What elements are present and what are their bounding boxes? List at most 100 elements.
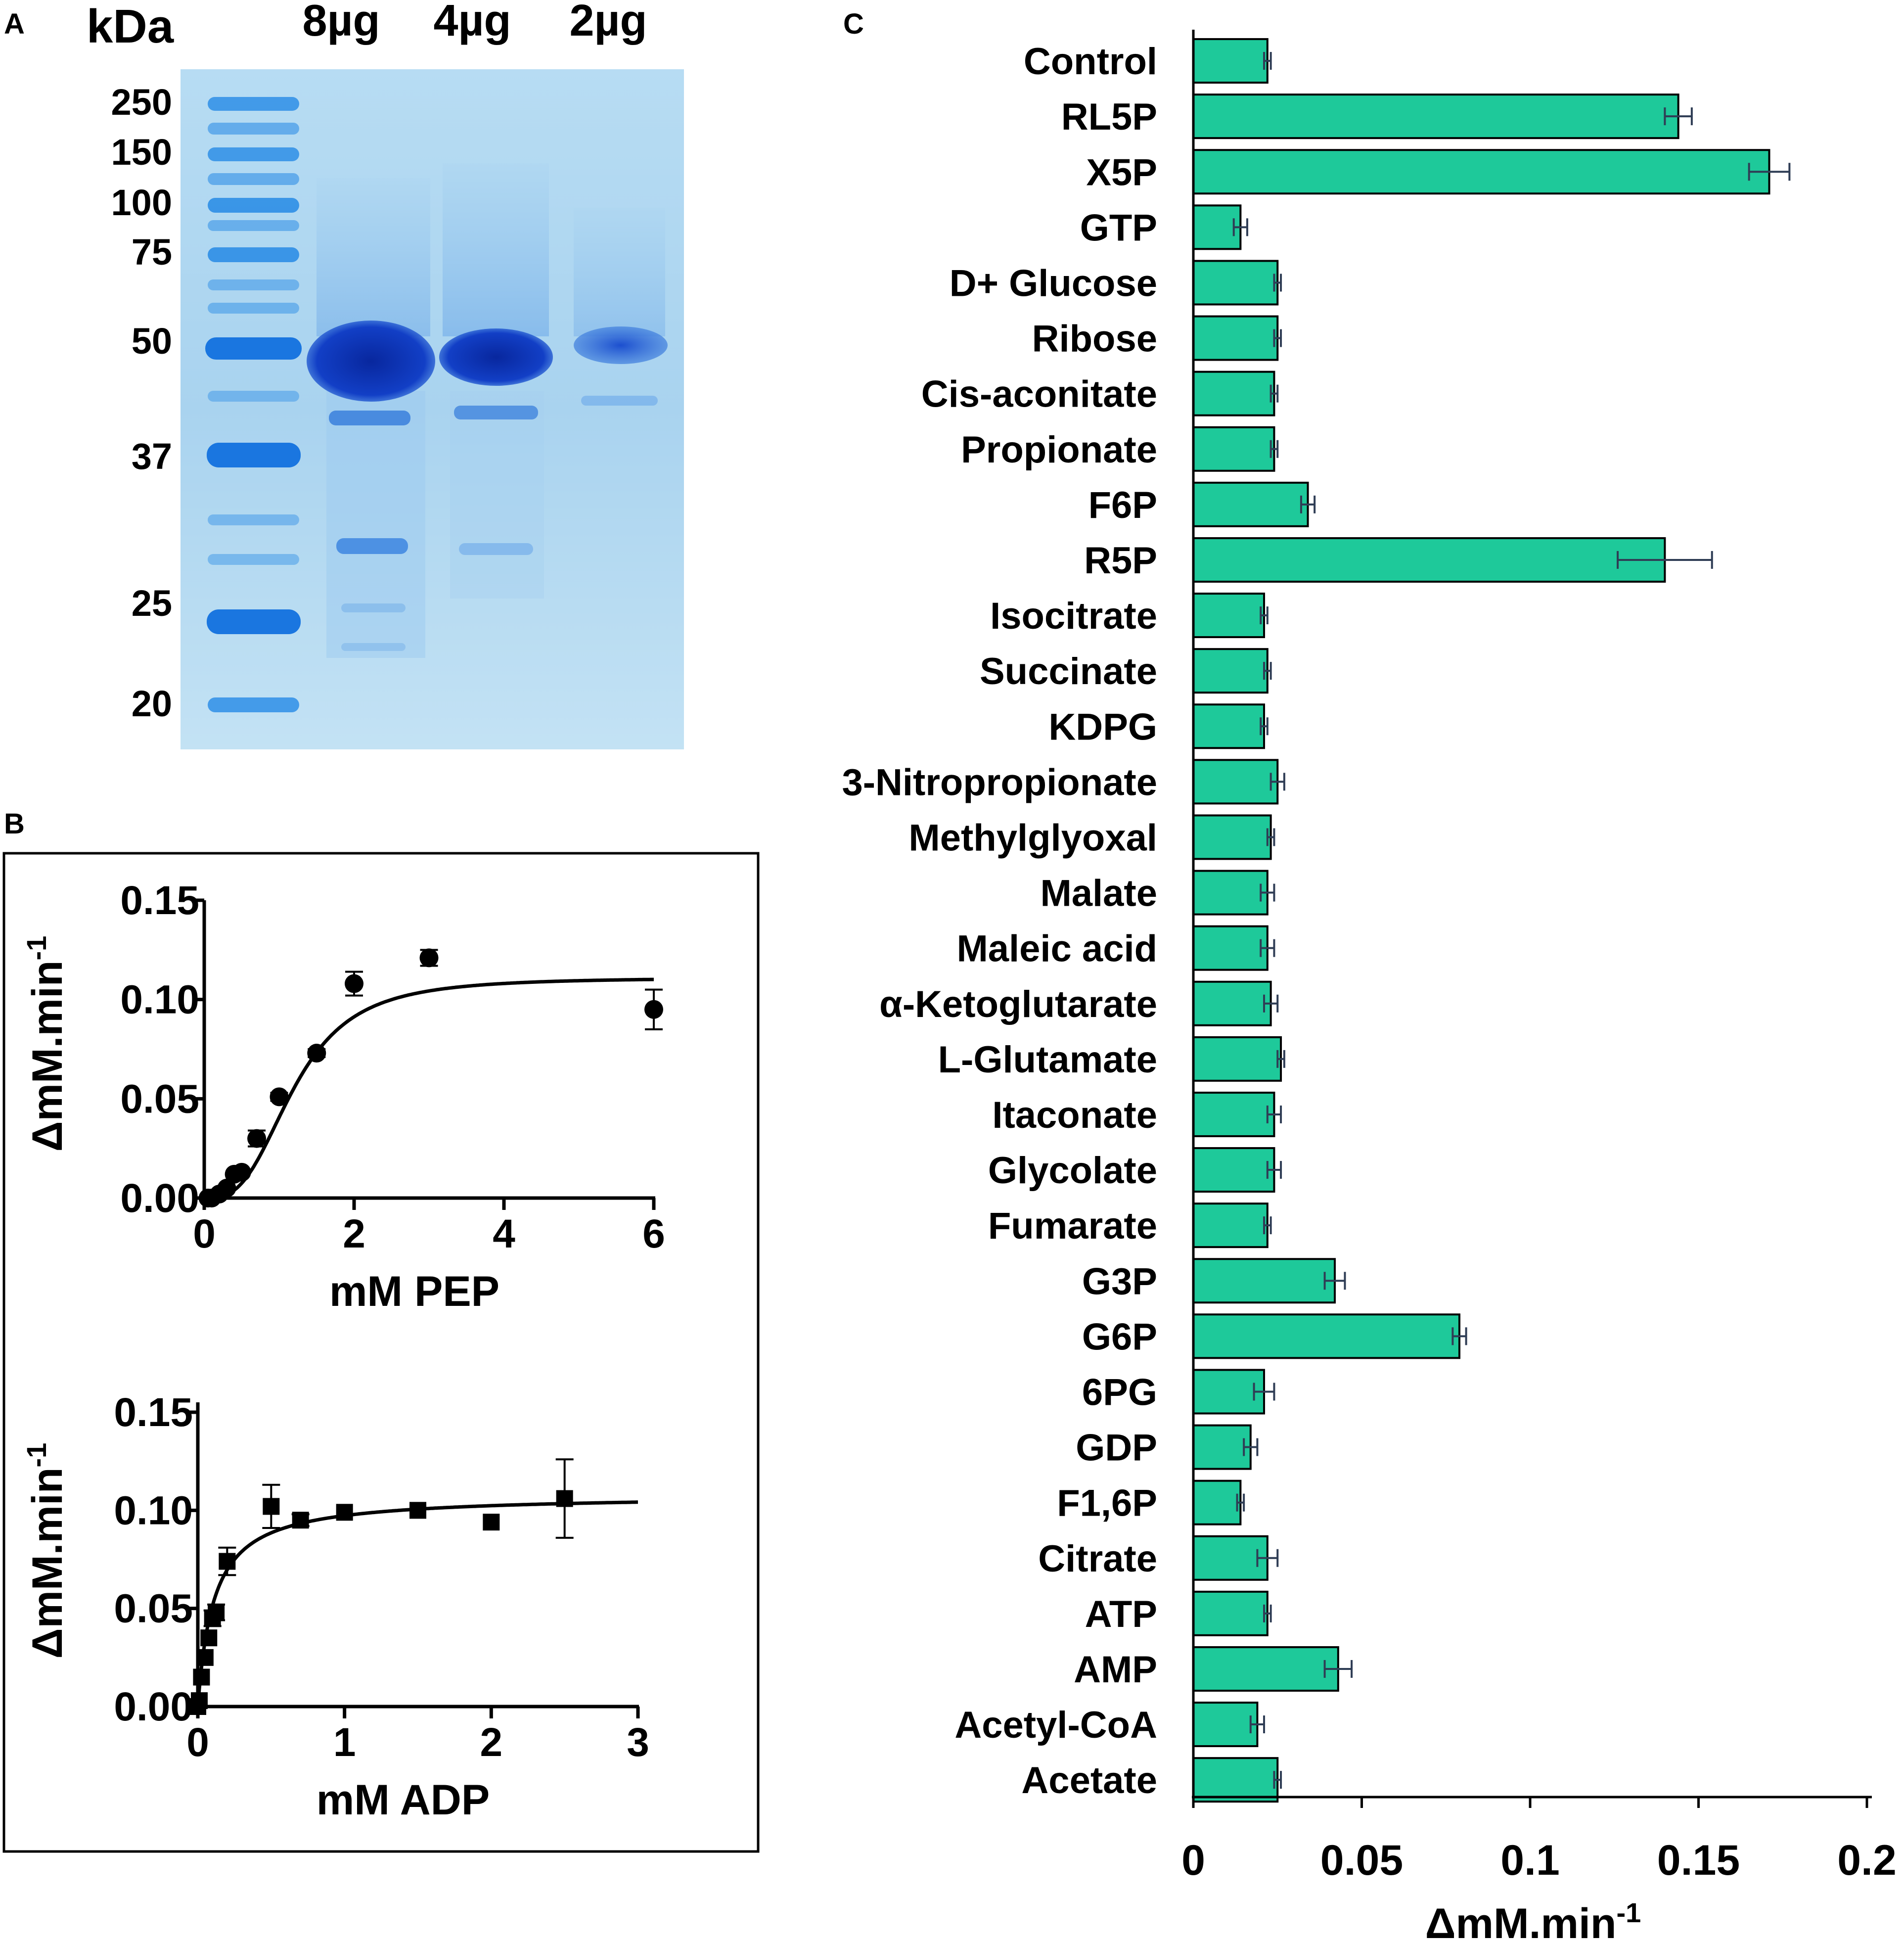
pep-y-tick-label: 0.10 <box>120 977 199 1022</box>
substrate-label: α-Ketoglutarate <box>879 983 1157 1025</box>
ladder-band <box>208 173 299 185</box>
panel-label-b: B <box>4 808 25 840</box>
gel-unit-label: kDa <box>87 0 174 53</box>
c-x-tick-label: 0.1 <box>1500 1837 1560 1884</box>
adp-data-point <box>190 1692 208 1710</box>
lane-4ug <box>439 163 553 599</box>
pep-y-axis-label-text: ΔmM.min <box>24 961 71 1152</box>
pep-data-point <box>644 1000 663 1019</box>
protein-band <box>459 543 533 555</box>
target-protein-band <box>307 321 435 402</box>
ladder-band <box>208 391 299 402</box>
pep-y-tick-label: 0.15 <box>120 878 199 923</box>
substrate-labels: Control RL5P X5P GTP D+ Glucose Ribose Cis-aco… <box>842 41 1157 1802</box>
marker-label-250: 250 <box>111 82 172 123</box>
lane-smear <box>443 163 549 336</box>
activity-bar <box>1192 870 1269 916</box>
substrate-label: Control <box>1024 41 1157 83</box>
c-x-tick-label: 0.2 <box>1837 1837 1897 1884</box>
adp-y-axis-label-text: ΔmM.min <box>24 1468 71 1659</box>
pep-data-point <box>217 1178 236 1198</box>
substrate-label: D+ Glucose <box>950 262 1157 304</box>
marker-label-25: 25 <box>132 583 172 624</box>
substrate-label: Glycolate <box>988 1150 1157 1192</box>
adp-x-tick-label: 3 <box>627 1720 649 1765</box>
ladder-band <box>208 147 299 161</box>
c-x-axis-label-sup: -1 <box>1616 1897 1641 1928</box>
activity-error-bars <box>1232 52 1791 1789</box>
adp-x-axis-label: mM ADP <box>317 1776 490 1824</box>
marker-label-37: 37 <box>132 436 172 477</box>
activity-bar <box>1192 1091 1275 1137</box>
ladder-band <box>208 247 299 262</box>
activity-bar <box>1192 481 1309 527</box>
lane-label-4ug: 4µg <box>434 0 511 46</box>
activity-bar <box>1192 1646 1339 1692</box>
substrate-label: L-Glutamate <box>938 1039 1157 1081</box>
substrate-label: Methylglyoxal <box>908 817 1157 859</box>
activity-bar <box>1192 149 1770 195</box>
pep-y-axis-label-sup: -1 <box>21 936 52 961</box>
adp-y-ticks: 0.00 0.05 0.10 0.15 <box>114 1390 198 1729</box>
activity-bar <box>1192 1202 1269 1248</box>
gel-background <box>181 69 684 749</box>
adp-axes <box>196 1402 639 1709</box>
activity-bar <box>1192 759 1279 805</box>
substrate-label: Itaconate <box>992 1094 1157 1136</box>
marker-label-20: 20 <box>132 683 172 724</box>
pep-x-tick-label: 6 <box>642 1211 665 1256</box>
substrate-label: G6P <box>1082 1316 1157 1358</box>
pep-axes <box>202 900 655 1200</box>
substrate-label: GTP <box>1080 207 1157 249</box>
ladder-band <box>208 123 299 135</box>
substrate-label: ATP <box>1085 1593 1157 1635</box>
panel-b-frame <box>2 852 760 1853</box>
substrate-label: Propionate <box>961 429 1157 471</box>
activity-bar <box>1192 1147 1275 1193</box>
activity-bar <box>1192 1036 1282 1082</box>
marker-labels: 250 150 100 75 50 37 25 20 <box>111 82 172 724</box>
pep-fit-curve <box>204 977 654 1200</box>
activity-bar <box>1192 1480 1242 1526</box>
substrate-label: Acetyl-CoA <box>954 1704 1157 1746</box>
substrate-label: Succinate <box>980 650 1157 693</box>
c-x-axis-label-text: ΔmM.min <box>1425 1900 1617 1942</box>
adp-x-tick-label: 2 <box>480 1720 503 1765</box>
adp-x-ticks: 0 1 2 3 <box>186 1707 649 1765</box>
adp-data-point <box>263 1498 280 1515</box>
panel-label-c: C <box>843 8 864 40</box>
target-protein-band <box>439 328 553 386</box>
ladder-band <box>208 198 299 213</box>
pep-x-axis-label: mM PEP <box>329 1268 499 1315</box>
adp-y-tick-label: 0.05 <box>114 1586 193 1631</box>
activity-bars <box>1192 38 1770 1803</box>
adp-data-point <box>556 1490 573 1507</box>
activity-bar <box>1192 980 1272 1026</box>
activity-bar <box>1192 537 1666 583</box>
activity-bar <box>1192 593 1266 639</box>
marker-label-50: 50 <box>132 321 172 362</box>
pep-y-axis-label: ΔmM.min-1 <box>21 936 71 1152</box>
lane-label-2ug: 2µg <box>570 0 647 46</box>
ladder-band <box>208 514 299 525</box>
c-x-ticks: 0 0.05 0.1 0.15 0.2 <box>1181 1797 1897 1884</box>
c-x-axis-label: ΔmM.min-1 <box>1425 1897 1641 1942</box>
substrate-label: 6PG <box>1082 1371 1157 1413</box>
pep-data-point <box>307 1044 326 1063</box>
pep-x-tick-label: 2 <box>343 1211 365 1256</box>
lane-smear <box>450 391 544 599</box>
substrate-label: 3-Nitropropionate <box>842 761 1157 803</box>
substrate-label: Fumarate <box>988 1205 1157 1247</box>
activity-bar <box>1192 204 1242 250</box>
protein-band <box>329 411 410 425</box>
protein-band <box>341 603 406 612</box>
protein-band <box>336 538 408 554</box>
target-protein-band <box>574 326 668 364</box>
substrate-label: Citrate <box>1038 1538 1157 1580</box>
adp-data-point <box>193 1668 210 1686</box>
ladder-band <box>208 697 299 712</box>
adp-y-axis-label-sup: -1 <box>21 1443 52 1468</box>
adp-data-point <box>196 1649 214 1666</box>
activity-bar <box>1192 648 1269 694</box>
substrate-label: Acetate <box>1021 1759 1157 1802</box>
